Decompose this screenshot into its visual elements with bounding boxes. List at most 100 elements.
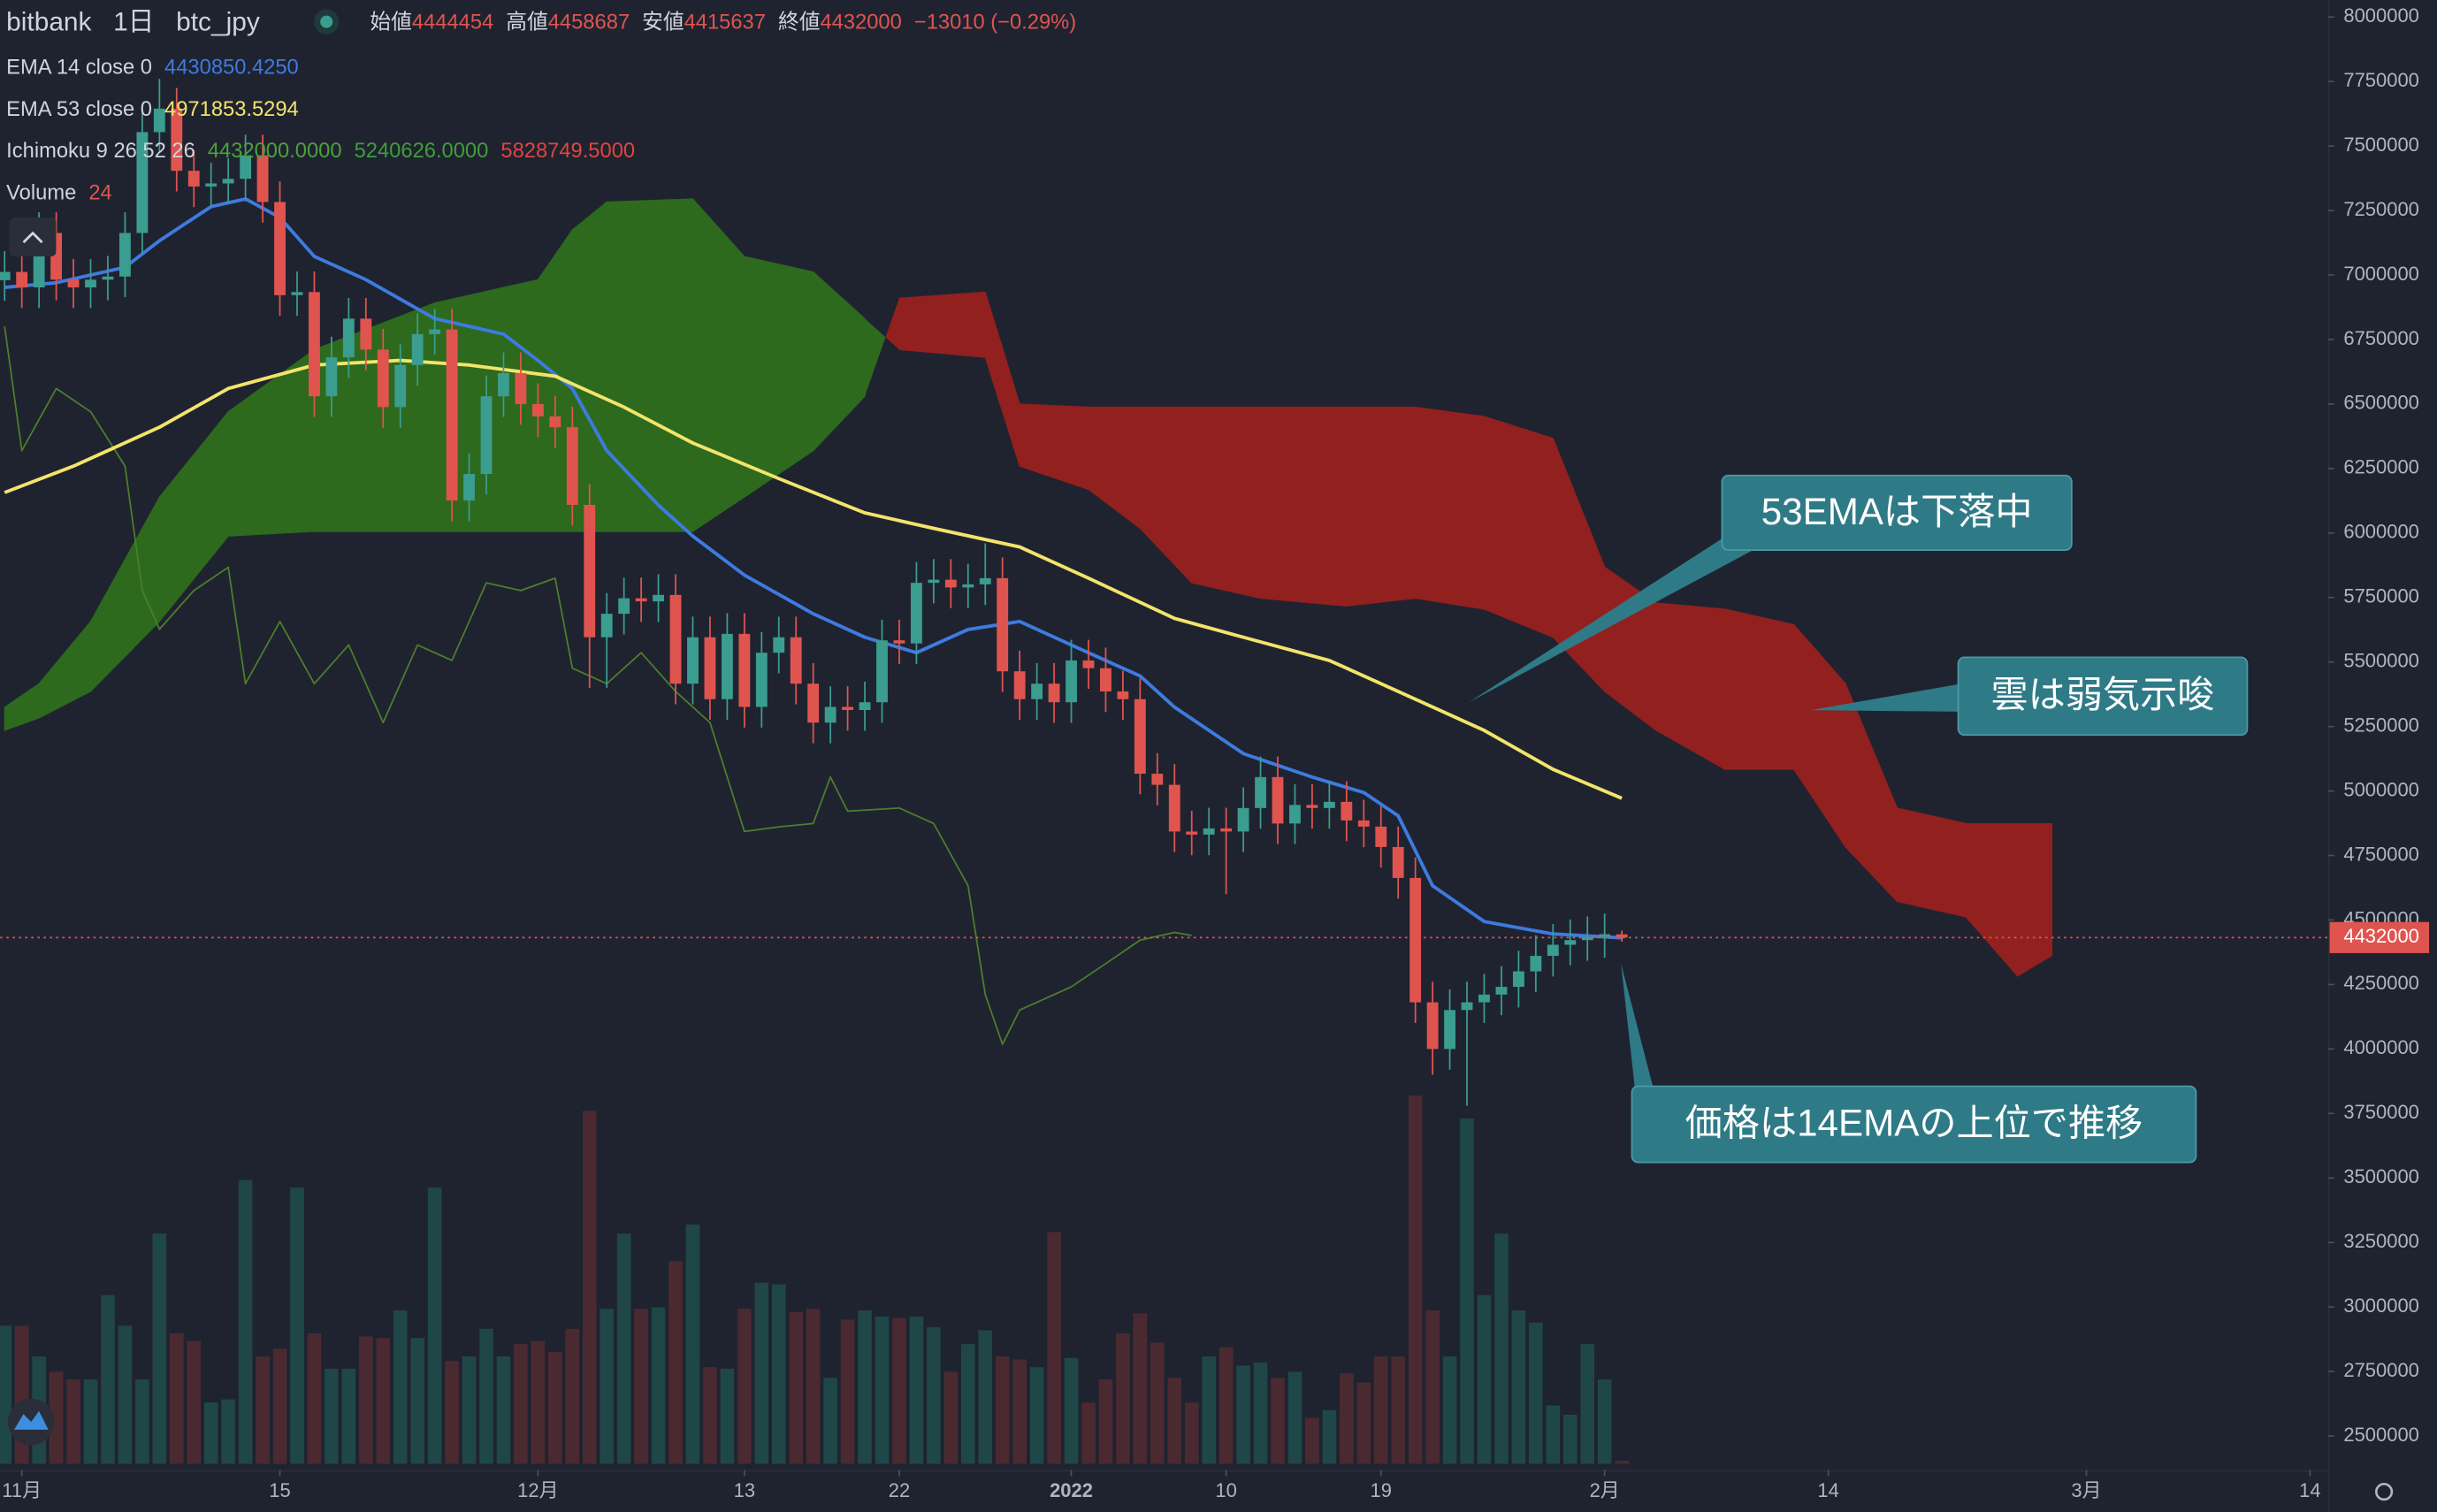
candle-body bbox=[67, 279, 80, 288]
volume-bar bbox=[1081, 1402, 1096, 1464]
candle-body bbox=[1426, 1002, 1439, 1050]
volume-bar bbox=[1340, 1373, 1354, 1464]
cloud-segment bbox=[1415, 406, 1486, 610]
candle-body bbox=[1013, 671, 1026, 699]
candle-body bbox=[549, 416, 562, 428]
volume-bar bbox=[256, 1356, 270, 1464]
cloud-segment bbox=[606, 198, 694, 532]
candle-body bbox=[463, 473, 475, 501]
candle-body bbox=[687, 637, 699, 684]
legend-row: Volume 24 bbox=[6, 182, 112, 205]
volume-bar bbox=[462, 1356, 477, 1464]
volume-bar bbox=[616, 1233, 631, 1464]
volume-bar bbox=[101, 1294, 115, 1464]
volume-bar bbox=[1236, 1365, 1250, 1464]
candle-body bbox=[669, 594, 682, 684]
volume-bar bbox=[1529, 1322, 1543, 1464]
volume-bar bbox=[1098, 1379, 1113, 1464]
y-tick-label: 5250000 bbox=[2343, 714, 2418, 736]
y-tick-label: 4000000 bbox=[2343, 1036, 2418, 1058]
candle-body bbox=[653, 594, 664, 602]
annotation-box bbox=[1631, 1085, 2197, 1164]
cloud-segment bbox=[691, 197, 745, 533]
volume-bar bbox=[806, 1309, 821, 1464]
candle-body bbox=[171, 108, 183, 172]
pair: btc_jpy bbox=[176, 7, 260, 36]
volume-bar bbox=[1546, 1405, 1561, 1464]
volume-bar bbox=[307, 1333, 322, 1464]
candle-body bbox=[1581, 936, 1593, 941]
volume-bar bbox=[582, 1111, 597, 1464]
candle-body bbox=[118, 233, 131, 277]
volume-bar bbox=[892, 1317, 906, 1464]
candle-body bbox=[16, 271, 28, 288]
volume-bar bbox=[565, 1328, 580, 1464]
cloud-segment bbox=[1724, 608, 1795, 770]
volume-bar bbox=[875, 1316, 890, 1464]
y-tick-label: 7000000 bbox=[2343, 263, 2418, 285]
volume-bar bbox=[393, 1310, 408, 1464]
legend-name: EMA 53 close 0 bbox=[6, 98, 152, 121]
cloud-segment bbox=[865, 318, 886, 397]
candle-body bbox=[1048, 683, 1060, 703]
candle-body bbox=[876, 640, 888, 703]
volume-bar bbox=[152, 1233, 167, 1464]
legend-row: EMA 14 close 0 4430850.4250 bbox=[6, 57, 299, 80]
candle-body bbox=[102, 276, 114, 280]
volume-bar bbox=[600, 1309, 614, 1464]
ohlc-label: 終値 bbox=[778, 11, 820, 34]
y-tick-label: 6000000 bbox=[2343, 521, 2418, 543]
axis-layer: 2500000 2750000 3000000 3250000 3500000 37500… bbox=[0, 4, 2430, 1501]
interval: 1日 bbox=[113, 7, 154, 36]
candle-body bbox=[1134, 699, 1146, 775]
annotation-box bbox=[1957, 656, 2249, 737]
candle-body bbox=[979, 577, 991, 584]
candle-body bbox=[566, 427, 578, 506]
volume-bar bbox=[445, 1361, 459, 1464]
y-tick-label: 5000000 bbox=[2343, 778, 2418, 800]
candle-body bbox=[1066, 660, 1077, 703]
volume-bar bbox=[909, 1316, 924, 1464]
volume-bar bbox=[1580, 1344, 1594, 1464]
candle-body bbox=[480, 396, 493, 474]
x-tick-label: 14 bbox=[1817, 1479, 1838, 1501]
candle-body bbox=[842, 706, 854, 710]
candle-body bbox=[1478, 994, 1490, 1003]
y-tick-label: 6750000 bbox=[2343, 327, 2418, 349]
candle-body bbox=[1564, 940, 1577, 945]
x-tick-label: 14 bbox=[2299, 1479, 2320, 1501]
y-tick-label: 2750000 bbox=[2343, 1359, 2418, 1381]
candle-body bbox=[240, 155, 252, 179]
cloud-layer bbox=[4, 197, 2053, 978]
candle-body bbox=[1082, 660, 1095, 668]
candle-body bbox=[515, 372, 527, 404]
candle-body bbox=[1237, 807, 1249, 832]
legend-value: 4430850.4250 bbox=[164, 57, 299, 80]
volume-bar bbox=[272, 1348, 287, 1464]
volume-bar bbox=[927, 1327, 941, 1464]
ohlc-value: 4458687 bbox=[548, 11, 630, 34]
volume-bar bbox=[943, 1371, 959, 1464]
candle-body bbox=[342, 318, 355, 358]
volume-bar bbox=[548, 1351, 562, 1464]
volume-bar bbox=[1116, 1333, 1130, 1464]
volume-bar bbox=[1597, 1379, 1612, 1464]
candle-body bbox=[1547, 944, 1559, 957]
legend-value: 5240626.0000 bbox=[355, 140, 489, 163]
y-tick-label: 7250000 bbox=[2343, 198, 2418, 220]
collapse-button[interactable] bbox=[9, 218, 57, 256]
volume-bar bbox=[514, 1344, 528, 1464]
y-tick-label: 3000000 bbox=[2343, 1294, 2418, 1317]
candle-body bbox=[859, 702, 871, 710]
volume-bar bbox=[376, 1338, 391, 1464]
candle-body bbox=[1357, 820, 1370, 827]
candle-body bbox=[1495, 987, 1508, 995]
settings-icon[interactable] bbox=[2374, 1483, 2394, 1501]
candle-body bbox=[600, 614, 613, 638]
volume-bar bbox=[118, 1325, 133, 1464]
change: −13010 (−0.29%) bbox=[914, 11, 1076, 34]
cloud-segment bbox=[1346, 406, 1417, 607]
volume-bar bbox=[479, 1328, 493, 1464]
